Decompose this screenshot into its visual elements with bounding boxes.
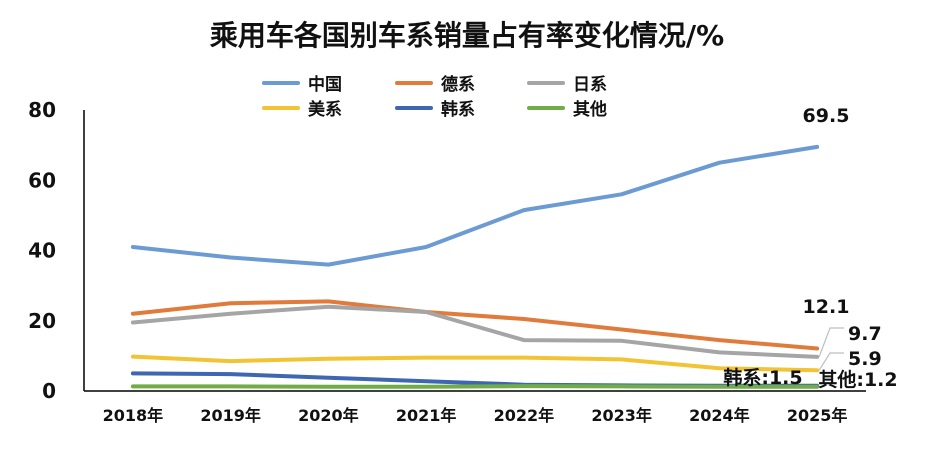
end-label-日系: 9.7 xyxy=(848,323,882,345)
series-line-韩系 xyxy=(130,371,820,388)
leader-line-日系 xyxy=(818,327,844,358)
x-tick-label: 2022年 xyxy=(494,406,555,425)
legend-swatch xyxy=(527,105,565,110)
end-label-其他: 其他:1.2 xyxy=(818,368,897,391)
series-line-日系 xyxy=(130,304,820,359)
labels: 69.5 12.1 9.7 5.9 韩系:1.5 其他:1.2 xyxy=(723,105,897,391)
y-tick-label: 20 xyxy=(28,309,56,333)
legend-swatch xyxy=(262,80,300,85)
series-line-美系 xyxy=(130,354,820,373)
series-lines xyxy=(130,144,820,389)
legend-label: 日系 xyxy=(573,75,607,95)
x-tick-label: 2024年 xyxy=(689,406,750,425)
legend-label: 中国 xyxy=(308,75,342,95)
series-line-中国 xyxy=(130,144,820,267)
y-tick-label: 40 xyxy=(28,239,56,263)
legend-swatch xyxy=(527,80,565,85)
x-tick-label: 2018年 xyxy=(103,406,164,425)
axes: 80 60 40 20 0 2018年 2019年 2020年 2021年 2022年 2023年 2… xyxy=(28,98,866,425)
end-label-德系: 12.1 xyxy=(803,296,850,318)
chart-title: 乘用车各国别车系销量占有率变化情况/% xyxy=(209,19,725,52)
x-tick-label: 2020年 xyxy=(298,406,359,425)
legend-item-美系: 美系 xyxy=(262,95,342,120)
y-tick-label: 60 xyxy=(28,168,56,192)
legend-swatch xyxy=(395,105,433,110)
leader-line-美系 xyxy=(818,352,844,371)
legend-label: 美系 xyxy=(308,100,342,120)
end-label-韩系: 韩系:1.5 xyxy=(723,366,802,389)
y-tick-label: 0 xyxy=(42,379,56,403)
legend-item-德系: 德系 xyxy=(395,70,475,95)
end-label-美系: 5.9 xyxy=(848,348,882,370)
legend-item-日系: 日系 xyxy=(527,70,607,95)
legend-swatch xyxy=(262,105,300,110)
x-tick-label: 2021年 xyxy=(396,406,457,425)
x-tick-label: 2023年 xyxy=(591,406,652,425)
y-tick-label: 80 xyxy=(28,98,56,122)
legend-swatch xyxy=(395,80,433,85)
legend-label: 韩系 xyxy=(441,100,475,120)
legend-item-其他: 其他 xyxy=(527,95,607,120)
x-tick-label: 2019年 xyxy=(200,406,261,425)
legend-item-中国: 中国 xyxy=(262,70,342,95)
legend-item-韩系: 韩系 xyxy=(395,95,475,120)
series-line-其他 xyxy=(130,384,820,389)
legend-label: 德系 xyxy=(441,75,475,95)
legend-label: 其他 xyxy=(573,100,607,120)
end-label-中国: 69.5 xyxy=(803,105,850,127)
x-tick-label: 2025年 xyxy=(787,406,848,425)
series-line-德系 xyxy=(130,299,820,351)
